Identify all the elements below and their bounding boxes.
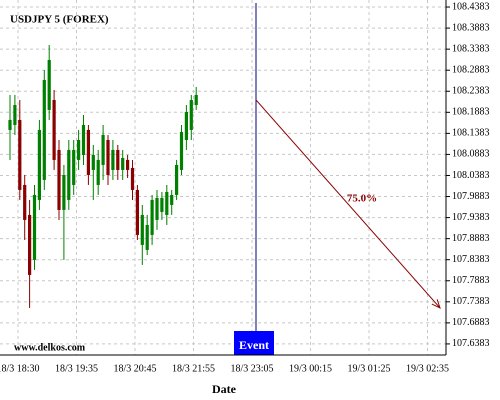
candle-body	[155, 197, 159, 220]
y-tick-label: 107.6883	[452, 317, 490, 328]
candle-body	[130, 167, 135, 190]
x-axis-title: Date	[212, 382, 237, 396]
candle-body	[42, 79, 46, 180]
candle-body	[170, 194, 174, 205]
candle-body	[175, 164, 179, 195]
x-tick-label: 18/3 19:35	[55, 363, 98, 374]
y-tick-label: 107.9883	[452, 191, 490, 202]
source: www.delkos.com	[14, 342, 86, 353]
candle-body	[81, 124, 86, 155]
candle-body	[194, 94, 198, 105]
candle-body	[18, 119, 22, 190]
chart-title: USDJPY 5 (FOREX)	[10, 14, 109, 26]
candle-body	[52, 99, 56, 160]
candle-body	[28, 214, 32, 275]
candle-body	[13, 104, 17, 125]
candle-body	[67, 149, 71, 200]
x-tick-label: 18/3 21:55	[172, 363, 215, 374]
y-tick-label: 108.3383	[452, 43, 490, 54]
arrow-label: 75.0%	[347, 192, 377, 204]
plot: Event 75.0%	[8, 3, 441, 355]
candle-body	[8, 119, 12, 130]
y-tick-label: 108.3883	[452, 22, 490, 33]
y-tick-label: 108.0383	[452, 170, 490, 181]
candle-body	[86, 129, 90, 175]
y-tick-label: 107.9383	[452, 212, 490, 223]
candle-body	[47, 59, 51, 110]
x-tick-label: 18/3 18:30	[0, 363, 40, 374]
grid	[0, 0, 446, 355]
y-tick-label: 107.7383	[452, 296, 490, 307]
candle-body	[160, 197, 164, 212]
y-tick-label: 108.2383	[452, 86, 490, 97]
candle-body	[77, 139, 81, 160]
candle-body	[23, 184, 27, 220]
event-arrow	[255, 99, 441, 309]
candle-body	[106, 139, 110, 175]
event-label: Event	[239, 338, 269, 352]
y-tick-label: 107.8883	[452, 233, 490, 244]
arrow-head	[431, 299, 441, 309]
y-tick-label: 108.1883	[452, 107, 490, 118]
x-tick-label: 19/3 02:35	[406, 363, 449, 374]
x-tick-label: 18/3 20:45	[113, 363, 156, 374]
y-tick-label: 108.2883	[452, 64, 490, 75]
x-tick-label: 19/3 00:15	[289, 363, 332, 374]
candle-body	[126, 159, 130, 170]
candle-body	[189, 99, 193, 130]
y-tick-label: 107.6383	[452, 338, 490, 349]
candle-body	[32, 194, 37, 260]
y-tick-label: 107.7883	[452, 275, 490, 286]
candle-body	[150, 199, 154, 235]
candle-body	[101, 134, 105, 165]
candle-body	[184, 111, 188, 140]
candle-body	[62, 174, 66, 210]
y-tick-label: 107.8383	[452, 254, 490, 265]
event-box	[234, 331, 274, 355]
candle-body	[121, 157, 125, 170]
candle-body	[96, 159, 100, 185]
candle-body	[140, 214, 144, 245]
candle-body	[111, 149, 115, 170]
y-tick-label: 108.0883	[452, 149, 490, 160]
candle-body	[57, 149, 61, 210]
x-tick-label: 18/3 23:05	[230, 363, 273, 374]
candle-body	[135, 189, 139, 235]
candle-body	[37, 129, 41, 200]
candle-body	[179, 131, 184, 170]
y-tick-label: 108.1383	[452, 128, 490, 139]
candle-body	[145, 224, 149, 250]
candle-body	[165, 191, 169, 215]
y-tick-label: 108.4383	[452, 1, 490, 12]
candle-body	[116, 149, 120, 170]
x-tick-label: 19/3 01:25	[347, 363, 390, 374]
candle-body	[72, 149, 76, 185]
candle-body	[91, 154, 95, 170]
